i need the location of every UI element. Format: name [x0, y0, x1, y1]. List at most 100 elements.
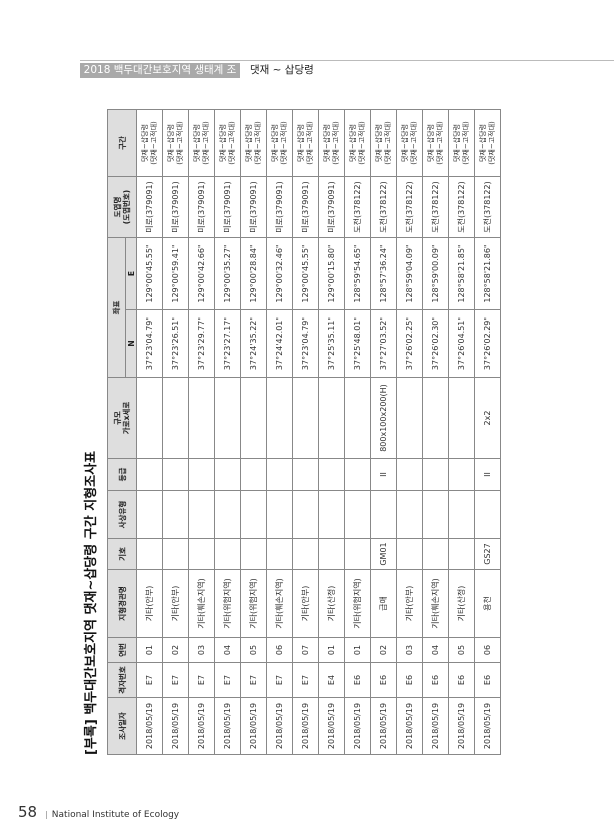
section-subname: (댓재~고적대)	[149, 121, 158, 165]
cell-coord-n: 37°23'04.79"	[136, 309, 163, 378]
header-scale-label: 규모	[113, 411, 122, 425]
header-map: 도엽명 (도엽번호)	[107, 176, 137, 238]
cell-coord-e: 129°00'32.46"	[266, 237, 293, 310]
section-name: 댓재~삽당령	[166, 123, 175, 163]
cell-grade	[292, 458, 319, 491]
cell-coord-n: 37°27'03.52"	[370, 309, 397, 378]
cell-event-type	[136, 490, 163, 539]
section-name: 댓재~삽당령	[400, 123, 409, 163]
header-grade: 등급	[107, 458, 137, 491]
cell-symbol	[136, 538, 163, 570]
cell-seq: 03	[188, 637, 215, 663]
section-subname: (댓재~고적대)	[279, 121, 288, 165]
cell-map: 미로(379091)	[214, 176, 241, 238]
cell-grid: E7	[188, 662, 215, 698]
section-subname: (댓재~고적대)	[461, 121, 470, 165]
terrain-survey-table: 조사일자 격자번호 연번 지형경관명 기호 사상유형 등급 규모 가로x세로 좌표…	[107, 109, 501, 755]
cell-event-type	[422, 490, 449, 539]
cell-symbol	[396, 538, 423, 570]
section-subname: (댓재~고적대)	[487, 121, 496, 165]
cell-coord-e: 128°59'54.65"	[344, 237, 371, 310]
cell-grid: E7	[240, 662, 267, 698]
table-row: 2018/05/19 E7 04 기타(위험지역) 37°23'27.17" 129°00…	[214, 109, 241, 755]
cell-scale	[188, 377, 215, 459]
cell-scale	[136, 377, 163, 459]
cell-symbol	[214, 538, 241, 570]
cell-symbol: GM01	[370, 538, 397, 570]
cell-seq: 06	[266, 637, 293, 663]
section-name: 댓재~삽당령	[218, 123, 227, 163]
cell-event-type	[266, 490, 293, 539]
cell-grade	[240, 458, 267, 491]
cell-symbol	[292, 538, 319, 570]
table-row: 2018/05/19 E6 06 용천 GS27 II 2x2 37°26'02.29" 128…	[474, 109, 501, 755]
cell-scale	[214, 377, 241, 459]
section-name: 댓재~삽당령	[192, 123, 201, 163]
cell-coord-e: 128°59'04.09"	[396, 237, 423, 310]
footer: 58 | National Institute of Ecology	[18, 803, 179, 821]
section-name: 댓재~삽당령	[426, 123, 435, 163]
cell-coord-n: 37°24'42.01"	[266, 309, 293, 378]
header-event-type: 사상유형	[107, 490, 137, 539]
cell-symbol	[162, 538, 189, 570]
cell-event-type	[240, 490, 267, 539]
survey-table-container: 조사일자 격자번호 연번 지형경관명 기호 사상유형 등급 규모 가로x세로 좌표…	[107, 109, 501, 755]
cell-section: 댓재~삽당령 (댓재~고적대)	[422, 109, 449, 177]
cell-symbol	[318, 538, 345, 570]
cell-map: 미로(379091)	[292, 176, 319, 238]
section-subname: (댓재~고적대)	[305, 121, 314, 165]
section-subname: (댓재~고적대)	[201, 121, 210, 165]
cell-section: 댓재~삽당령 (댓재~고적대)	[448, 109, 475, 177]
cell-date: 2018/05/19	[292, 697, 319, 755]
table-row: 2018/05/19 E7 01 기타(안부) 37°23'04.79" 129°00'4…	[136, 109, 163, 755]
table-row: 2018/05/19 E7 06 기타(훼손지역) 37°24'42.01" 129°00…	[266, 109, 293, 755]
cell-coord-e: 129°00'59.41"	[162, 237, 189, 310]
cell-coord-e: 129°00'42.66"	[188, 237, 215, 310]
table-row: 2018/05/19 E6 03 기타(안부) 37°26'02.25" 128°59'0…	[396, 109, 423, 755]
cell-date: 2018/05/19	[396, 697, 423, 755]
cell-section: 댓재~삽당령 (댓재~고적대)	[292, 109, 319, 177]
cell-section: 댓재~삽당령 (댓재~고적대)	[136, 109, 163, 177]
cell-grid: E6	[448, 662, 475, 698]
cell-grid: E7	[162, 662, 189, 698]
section-subname: (댓재~고적대)	[175, 121, 184, 165]
cell-symbol	[188, 538, 215, 570]
cell-date: 2018/05/19	[162, 697, 189, 755]
cell-grade	[422, 458, 449, 491]
cell-map: 미로(379091)	[266, 176, 293, 238]
section-name: 댓재~삽당령	[374, 123, 383, 163]
cell-grade	[214, 458, 241, 491]
cell-event-type	[318, 490, 345, 539]
cell-coord-e: 129°00'35.27"	[214, 237, 241, 310]
cell-map: 도전(378122)	[474, 176, 501, 238]
cell-scale	[422, 377, 449, 459]
cell-event-type	[162, 490, 189, 539]
cell-symbol	[448, 538, 475, 570]
table-row: 2018/05/19 E7 02 기타(안부) 37°23'26.51" 129°00'5…	[162, 109, 189, 755]
header-map-label: 도엽명	[113, 196, 122, 218]
institute-name: National Institute of Ecology	[51, 810, 180, 820]
cell-landscape: 기타(훼손지역)	[188, 569, 215, 638]
cell-grid: E7	[214, 662, 241, 698]
section-name: 댓재~삽당령	[296, 123, 305, 163]
cell-coord-n: 37°26'02.29"	[474, 309, 501, 378]
cell-coord-n: 37°25'48.01"	[344, 309, 371, 378]
cell-date: 2018/05/19	[370, 697, 397, 755]
cell-date: 2018/05/19	[214, 697, 241, 755]
section-subname: (댓재~고적대)	[253, 121, 262, 165]
cell-landscape: 기타(안부)	[396, 569, 423, 638]
section-subname: (댓재~고적대)	[435, 121, 444, 165]
page-number: 58	[18, 803, 38, 821]
header-seq: 연번	[107, 637, 137, 663]
cell-seq: 04	[422, 637, 449, 663]
cell-map: 도전(378122)	[396, 176, 423, 238]
cell-grade: II	[370, 458, 397, 491]
section-name: 댓재~삽당령	[140, 123, 149, 163]
table-row: 2018/05/19 E6 02 급애 GM01 II 800x100x200(H) 37°2…	[370, 109, 397, 755]
cell-event-type	[292, 490, 319, 539]
cell-seq: 02	[370, 637, 397, 663]
cell-coord-e: 129°00'15.80"	[318, 237, 345, 310]
cell-grid: E4	[318, 662, 345, 698]
cell-coord-n: 37°23'04.79"	[292, 309, 319, 378]
cell-symbol	[240, 538, 267, 570]
